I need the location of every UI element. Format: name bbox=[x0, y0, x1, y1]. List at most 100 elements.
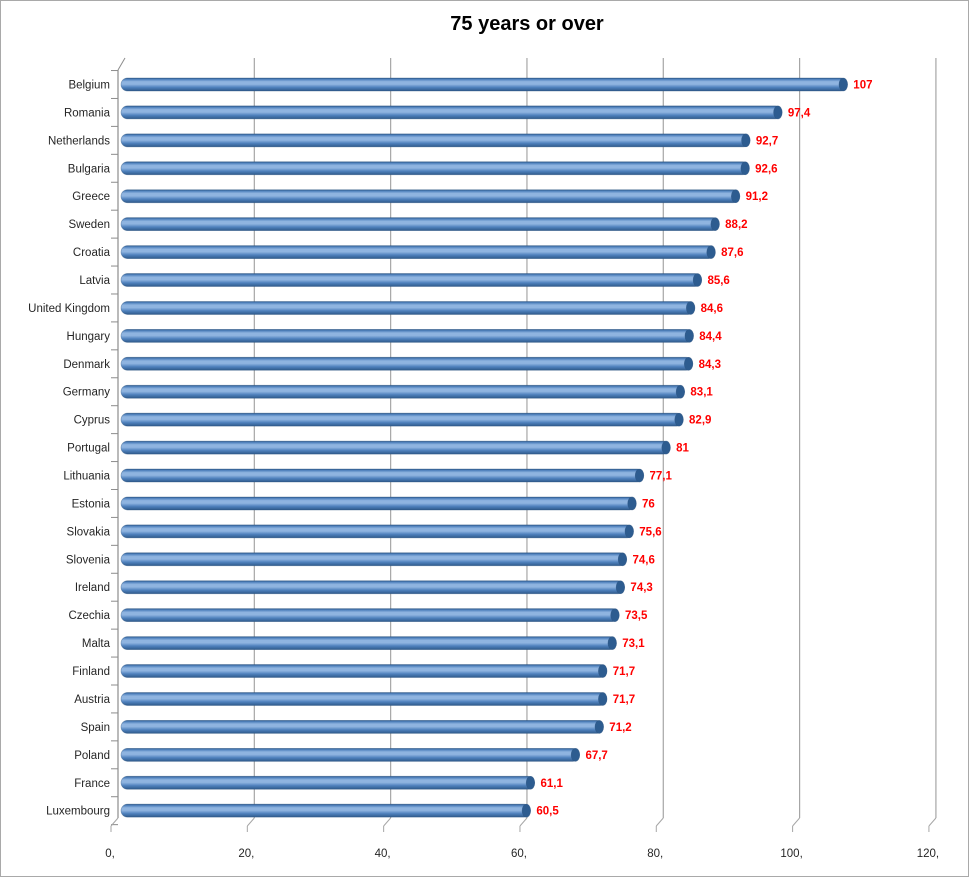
bar-luxembourg[interactable] bbox=[120, 803, 531, 818]
bar-cyprus[interactable] bbox=[120, 412, 684, 427]
bar-united-kingdom[interactable] bbox=[120, 301, 696, 315]
bar-body[interactable] bbox=[120, 440, 671, 455]
bar-hungary[interactable] bbox=[120, 328, 694, 343]
bar-body[interactable] bbox=[120, 245, 716, 259]
value-label: 83,1 bbox=[690, 387, 713, 399]
value-label: 77,1 bbox=[650, 471, 673, 483]
bar-romania[interactable] bbox=[120, 105, 783, 120]
bar-body[interactable] bbox=[120, 384, 685, 399]
bar-malta[interactable] bbox=[120, 636, 617, 650]
category-label: Malta bbox=[82, 638, 111, 650]
bar-body[interactable] bbox=[120, 161, 750, 176]
bar-lithuania[interactable] bbox=[120, 468, 645, 483]
bar-end-cap bbox=[610, 608, 620, 622]
bar-body[interactable] bbox=[120, 496, 637, 511]
value-label: 87,6 bbox=[721, 247, 743, 259]
axis-3d-top-edge bbox=[117, 57, 126, 71]
bars: Belgium 107 Romania 97,4 Netherlands 92,7 Bulg… bbox=[28, 77, 872, 818]
bar-poland[interactable] bbox=[120, 747, 581, 762]
bar-end-cap bbox=[838, 77, 848, 92]
category-label: Portugal bbox=[67, 443, 110, 455]
bar-ireland[interactable] bbox=[120, 580, 626, 595]
value-label: 75,6 bbox=[639, 526, 661, 538]
category-label: Austria bbox=[74, 694, 110, 706]
bar-body[interactable] bbox=[120, 636, 617, 650]
x-tick-label: 80, bbox=[647, 848, 663, 860]
bar-end-cap bbox=[521, 803, 531, 818]
bar-bulgaria[interactable] bbox=[120, 161, 750, 176]
bar-latvia[interactable] bbox=[120, 273, 703, 287]
category-label: Estonia bbox=[72, 498, 111, 510]
bar-end-cap bbox=[615, 580, 626, 595]
value-label: 71,7 bbox=[613, 666, 635, 678]
x-tick-label: 0, bbox=[105, 848, 115, 860]
bar-body[interactable] bbox=[120, 301, 696, 315]
bar-end-cap bbox=[684, 329, 694, 343]
category-label: Spain bbox=[81, 722, 110, 734]
bar-sweden[interactable] bbox=[120, 217, 720, 232]
bar-body[interactable] bbox=[120, 133, 751, 148]
bar-spain[interactable] bbox=[120, 720, 604, 734]
bar-body[interactable] bbox=[120, 412, 684, 427]
category-label: Finland bbox=[72, 666, 110, 678]
value-label: 91,2 bbox=[746, 191, 768, 203]
value-label: 85,6 bbox=[707, 275, 729, 287]
bar-czechia[interactable] bbox=[120, 608, 620, 623]
axis-3d-foot bbox=[246, 817, 255, 827]
value-label: 60,5 bbox=[536, 806, 559, 818]
bar-body[interactable] bbox=[120, 803, 531, 818]
bar-body[interactable] bbox=[120, 524, 634, 539]
bar-body[interactable] bbox=[120, 664, 608, 678]
category-label: Hungary bbox=[67, 331, 111, 343]
chart-title: 75 years or over bbox=[450, 13, 604, 35]
bar-body[interactable] bbox=[120, 105, 783, 120]
axis-3d-foot bbox=[383, 817, 392, 827]
category-label: United Kingdom bbox=[28, 303, 110, 315]
bar-body[interactable] bbox=[120, 580, 625, 595]
bar-denmark[interactable] bbox=[120, 356, 694, 371]
bar-body[interactable] bbox=[120, 692, 608, 706]
x-tick-label: 60, bbox=[511, 848, 527, 860]
bar-body[interactable] bbox=[120, 552, 627, 567]
value-label: 73,5 bbox=[625, 610, 648, 622]
category-label: Lithuania bbox=[63, 471, 110, 483]
bar-end-cap bbox=[624, 524, 634, 539]
bar-germany[interactable] bbox=[120, 384, 686, 399]
bar-body[interactable] bbox=[120, 328, 694, 343]
bar-end-cap bbox=[675, 384, 686, 399]
bar-body[interactable] bbox=[120, 608, 620, 623]
bar-netherlands[interactable] bbox=[120, 133, 751, 148]
value-axis: 0, 20, 40, 60, 80, 100, 120, bbox=[105, 817, 939, 860]
category-label: Ireland bbox=[75, 582, 110, 594]
bar-slovenia[interactable] bbox=[120, 552, 628, 567]
bar-slovakia[interactable] bbox=[120, 524, 634, 539]
bar-end-cap bbox=[710, 217, 720, 231]
bar-body[interactable] bbox=[120, 77, 848, 92]
bar-body[interactable] bbox=[120, 720, 604, 734]
category-label: Netherlands bbox=[48, 135, 110, 147]
bar-estonia[interactable] bbox=[120, 496, 637, 511]
x-tick-label: 40, bbox=[375, 848, 391, 860]
category-label: Belgium bbox=[68, 80, 110, 92]
category-label: Sweden bbox=[68, 219, 110, 231]
category-label: Czechia bbox=[68, 610, 110, 622]
value-label: 84,6 bbox=[701, 303, 723, 315]
bar-body[interactable] bbox=[120, 747, 580, 762]
bar-body[interactable] bbox=[120, 273, 702, 287]
category-label: Slovenia bbox=[66, 554, 111, 566]
bar-body[interactable] bbox=[120, 356, 693, 371]
bar-greece[interactable] bbox=[120, 189, 741, 204]
bar-portugal[interactable] bbox=[120, 440, 671, 455]
value-label: 84,4 bbox=[699, 331, 722, 343]
value-label: 74,6 bbox=[632, 554, 654, 566]
category-axis bbox=[111, 57, 126, 826]
bar-body[interactable] bbox=[120, 775, 535, 790]
bar-body[interactable] bbox=[120, 189, 740, 204]
bar-body[interactable] bbox=[120, 217, 720, 232]
bar-belgium[interactable] bbox=[120, 77, 848, 92]
bar-body[interactable] bbox=[120, 468, 644, 483]
bar-croatia[interactable] bbox=[120, 245, 716, 259]
bar-austria[interactable] bbox=[120, 692, 608, 706]
bar-finland[interactable] bbox=[120, 664, 608, 678]
bar-france[interactable] bbox=[120, 775, 536, 790]
